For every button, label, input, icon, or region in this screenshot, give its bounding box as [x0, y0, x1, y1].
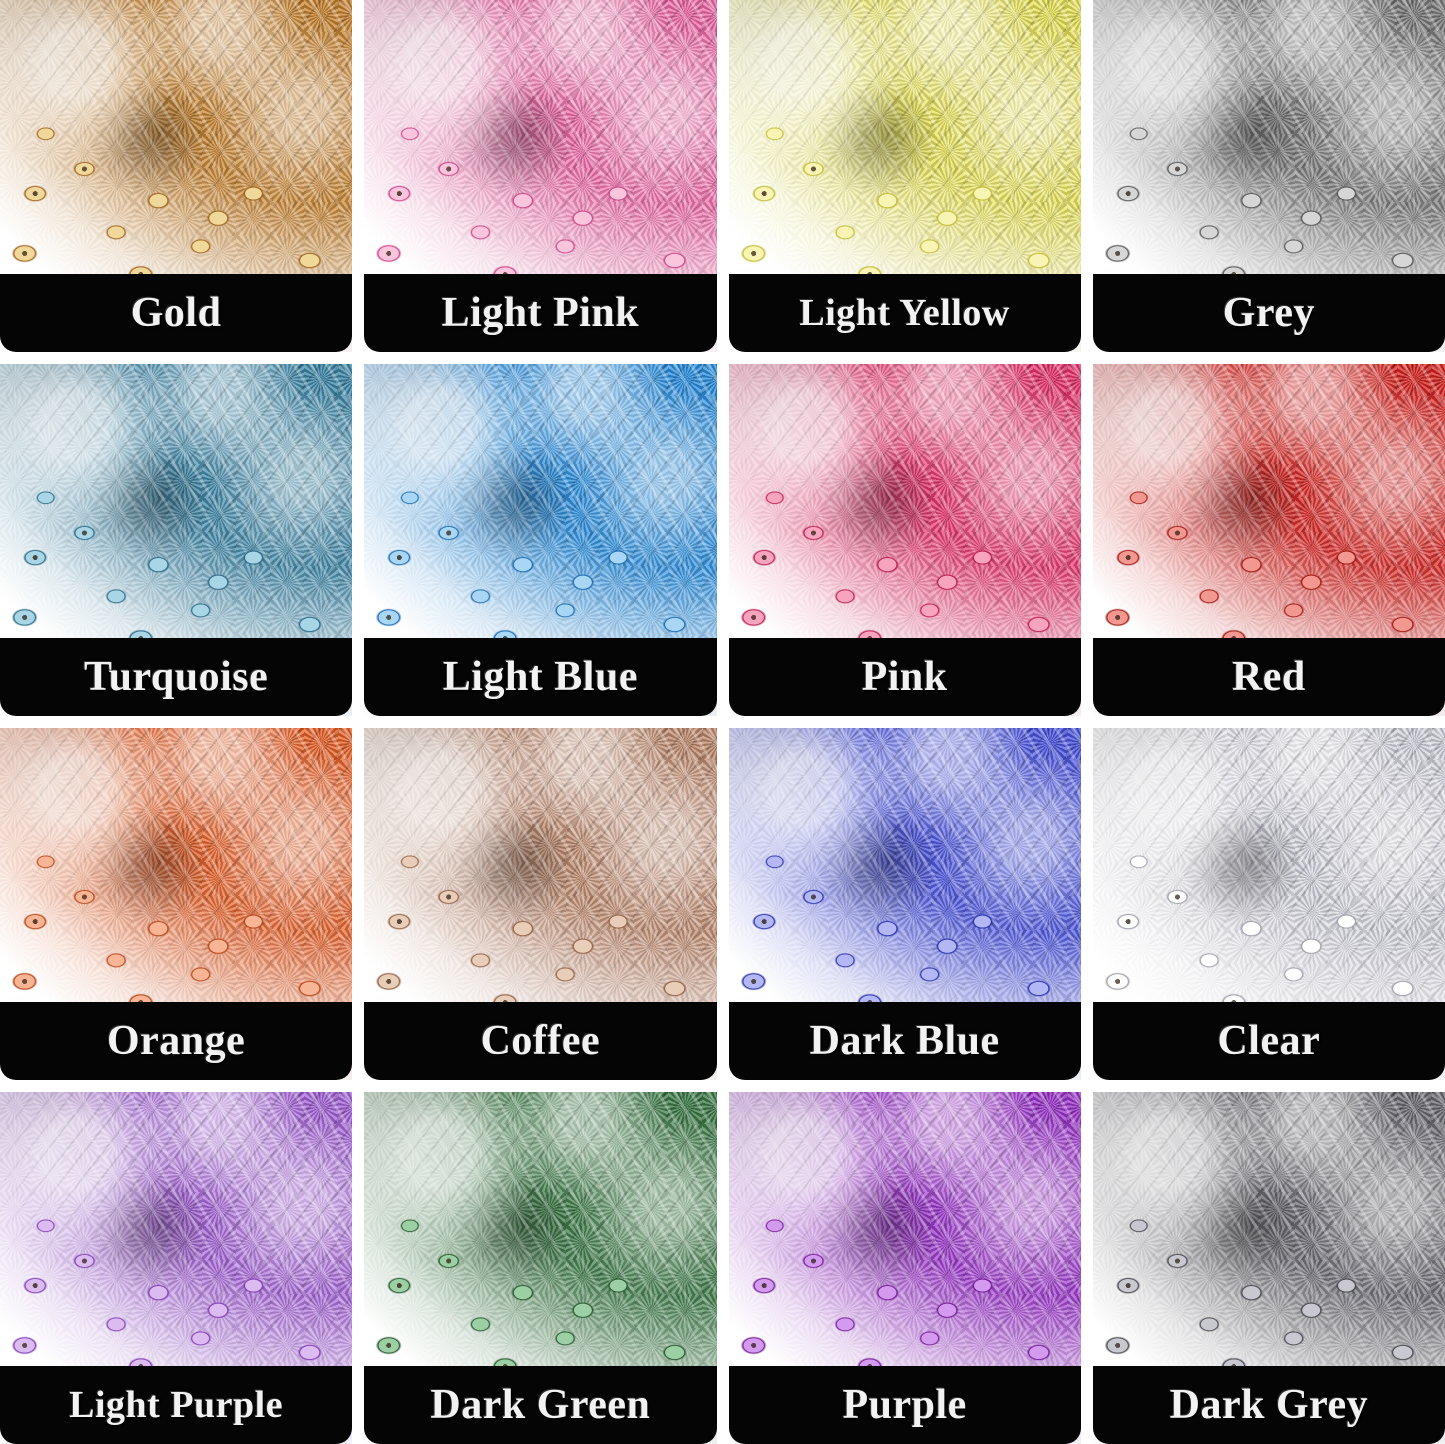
color-swatch-dark-blue[interactable]: Dark Blue [728, 728, 1081, 1080]
color-swatch-orange[interactable]: Orange [0, 728, 353, 1080]
swatch-label-text: Pink [861, 654, 948, 700]
swatch-label-band: Grey [1092, 274, 1445, 352]
swatch-label-band: Dark Green [364, 1366, 717, 1444]
color-swatch-coffee[interactable]: Coffee [364, 728, 717, 1080]
color-swatch-light-yellow[interactable]: Light Yellow [728, 0, 1081, 352]
swatch-label-text: Red [1231, 654, 1306, 700]
swatch-label-band: Dark Blue [728, 1002, 1081, 1080]
swatch-label-band: Clear [1092, 1002, 1445, 1080]
swatch-label-text: Purple [842, 1382, 967, 1428]
color-swatch-gold[interactable]: Gold [0, 0, 353, 352]
swatch-label-band: Orange [0, 1002, 353, 1080]
swatch-label-band: Light Blue [364, 638, 717, 716]
color-swatch-dark-green[interactable]: Dark Green [364, 1092, 717, 1444]
swatch-label-band: Dark Grey [1092, 1366, 1445, 1444]
swatch-label-text: Light Pink [441, 290, 640, 336]
swatch-label-text: Light Blue [442, 654, 638, 700]
color-swatch-light-blue[interactable]: Light Blue [364, 364, 717, 716]
swatch-label-band: Purple [728, 1366, 1081, 1444]
color-swatch-light-purple[interactable]: Light Purple [0, 1092, 353, 1444]
swatch-label-band: Pink [728, 638, 1081, 716]
swatch-label-text: Clear [1217, 1018, 1321, 1064]
swatch-label-band: Light Pink [364, 274, 717, 352]
color-swatch-purple[interactable]: Purple [728, 1092, 1081, 1444]
swatch-label-text: Light Purple [69, 1384, 284, 1426]
swatch-label-band: Light Purple [0, 1366, 353, 1444]
color-swatch-clear[interactable]: Clear [1092, 728, 1445, 1080]
swatch-label-text: Grey [1222, 290, 1315, 336]
swatch-label-text: Turquoise [83, 654, 269, 700]
swatch-label-text: Coffee [480, 1018, 601, 1064]
swatch-label-text: Gold [130, 290, 222, 336]
swatch-label-text: Light Yellow [799, 292, 1010, 334]
swatch-label-band: Gold [0, 274, 353, 352]
swatch-label-text: Dark Grey [1169, 1382, 1369, 1428]
swatch-label-text: Orange [106, 1018, 246, 1064]
swatch-label-band: Coffee [364, 1002, 717, 1080]
color-swatch-turquoise[interactable]: Turquoise [0, 364, 353, 716]
swatch-label-text: Dark Blue [809, 1018, 1000, 1064]
swatch-label-band: Red [1092, 638, 1445, 716]
color-swatch-pink[interactable]: Pink [728, 364, 1081, 716]
color-swatch-grey[interactable]: Grey [1092, 0, 1445, 352]
swatch-label-band: Light Yellow [728, 274, 1081, 352]
swatch-label-text: Dark Green [430, 1382, 651, 1428]
color-swatch-red[interactable]: Red [1092, 364, 1445, 716]
swatch-label-band: Turquoise [0, 638, 353, 716]
color-swatch-light-pink[interactable]: Light Pink [364, 0, 717, 352]
color-swatch-dark-grey[interactable]: Dark Grey [1092, 1092, 1445, 1444]
